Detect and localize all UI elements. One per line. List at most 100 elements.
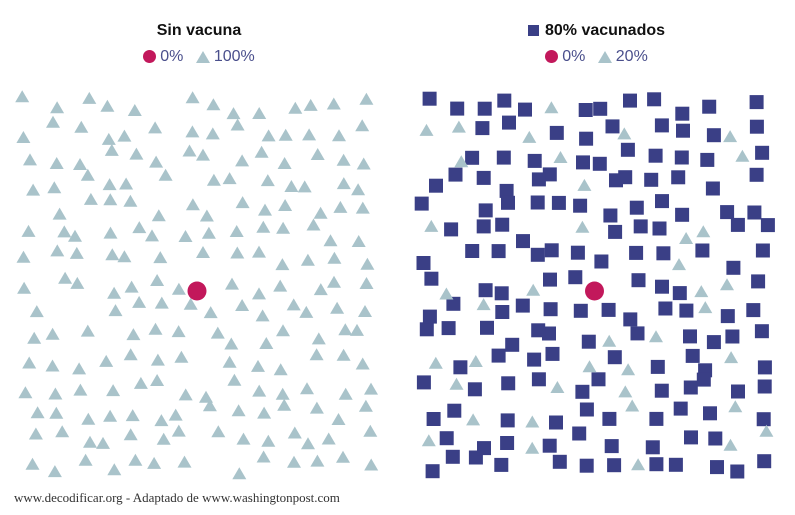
unprotected-person-triangle — [17, 281, 32, 294]
unprotected-person-triangle — [525, 415, 540, 428]
unprotected-person-triangle — [355, 357, 370, 370]
vaccinated-person-square — [453, 360, 468, 375]
unprotected-person-triangle — [256, 450, 271, 463]
unprotected-person-triangle — [206, 173, 221, 186]
vaccinated-person-square — [746, 303, 761, 318]
unprotected-person-triangle — [69, 246, 84, 259]
unprotected-person-triangle — [70, 276, 85, 289]
unprotected-person-triangle — [147, 456, 162, 469]
unprotected-person-triangle — [78, 453, 93, 466]
unprotected-person-triangle — [300, 253, 315, 266]
vaccinated-person-square — [542, 167, 557, 182]
unprotected-person-triangle — [618, 385, 633, 398]
unprotected-person-triangle — [16, 131, 31, 143]
vaccinated-person-square — [633, 219, 648, 234]
unprotected-person-triangle — [338, 387, 353, 400]
unprotected-person-triangle — [252, 245, 266, 258]
vaccinated-person-square — [710, 460, 724, 475]
vaccinated-person-square — [700, 152, 715, 167]
unprotected-person-triangle — [273, 363, 288, 376]
vaccinated-person-square — [747, 205, 762, 220]
unprotected-person-triangle — [185, 91, 200, 104]
unprotected-person-triangle — [544, 101, 559, 114]
vaccinated-person-square — [497, 93, 512, 108]
unprotected-person-triangle — [49, 406, 64, 419]
unprotected-person-triangle — [47, 465, 62, 478]
unprotected-person-triangle — [29, 305, 44, 318]
unprotected-person-triangle — [171, 424, 186, 437]
unprotected-person-triangle — [759, 424, 774, 437]
vaccinated-person-square — [422, 309, 437, 324]
vaccinated-person-square — [695, 243, 710, 258]
chart-no-vaccine: Sin vacuna 0% 100% — [0, 0, 398, 490]
unprotected-person-triangle — [148, 121, 163, 134]
unprotected-person-triangle — [174, 350, 189, 363]
vaccinated-person-square — [708, 431, 723, 446]
unprotected-person-triangle — [183, 297, 198, 310]
vaccinated-person-square — [465, 244, 480, 258]
unprotected-person-triangle — [206, 98, 221, 111]
vaccinated-person-square — [593, 101, 608, 116]
unprotected-person-triangle — [229, 225, 244, 237]
unprotected-person-triangle — [363, 424, 378, 437]
vaccinated-person-square — [608, 224, 623, 239]
vaccinated-person-square — [696, 372, 711, 387]
unprotected-person-triangle — [522, 130, 537, 143]
unprotected-person-triangle — [286, 298, 301, 311]
unprotected-person-triangle — [332, 129, 346, 142]
unprotected-person-triangle — [454, 155, 469, 168]
vaccinated-person-square — [549, 125, 564, 140]
vaccinated-person-square — [516, 234, 530, 249]
vaccinated-person-square — [419, 322, 434, 337]
unprotected-person-triangle — [231, 404, 246, 417]
unprotected-person-triangle — [158, 168, 173, 181]
unprotected-person-triangle — [156, 432, 171, 445]
vaccinated-person-square — [515, 298, 530, 313]
unprotected-person-triangle — [150, 374, 165, 386]
unprotected-person-triangle — [72, 362, 87, 375]
chart-title-text: 80% vacunados — [544, 22, 666, 39]
unprotected-person-triangle — [356, 157, 371, 170]
unprotected-person-triangle — [310, 148, 325, 160]
vaccinated-person-square — [705, 181, 720, 196]
unprotected-person-triangle — [225, 277, 239, 290]
vaccinated-person-square — [579, 131, 594, 146]
unprotected-person-triangle — [148, 322, 163, 335]
vaccinated-person-square — [581, 334, 596, 349]
unprotected-person-triangle — [355, 119, 370, 132]
unprotected-person-triangle — [327, 275, 341, 288]
vaccinated-person-square — [675, 106, 690, 121]
unprotected-person-triangle — [468, 355, 483, 367]
unprotected-person-triangle — [80, 168, 95, 181]
unprotected-person-triangle — [18, 386, 33, 399]
unprotected-person-triangle — [277, 398, 292, 411]
unprotected-person-triangle — [50, 244, 65, 257]
vaccinated-person-square — [494, 457, 509, 472]
unprotected-person-triangle — [182, 144, 197, 157]
legend-label: 0% — [562, 48, 586, 65]
unprotected-person-triangle — [126, 328, 141, 341]
unprotected-person-triangle — [154, 414, 169, 427]
unprotected-person-triangle — [257, 406, 272, 419]
unprotected-person-triangle — [252, 107, 267, 119]
vaccinated-person-square — [706, 128, 721, 143]
vaccinated-person-square — [495, 305, 510, 319]
unprotected-person-triangle — [224, 337, 239, 350]
vaccinated-person-square — [499, 183, 514, 198]
unprotected-person-triangle — [526, 283, 541, 296]
vaccinated-person-square — [631, 273, 646, 288]
unprotected-person-triangle — [232, 467, 247, 480]
vaccinated-person-square — [544, 243, 559, 258]
unprotected-person-triangle — [230, 118, 245, 131]
unprotected-person-triangle — [358, 399, 373, 412]
unprotected-person-triangle — [303, 98, 318, 111]
unprotected-person-triangle — [321, 432, 336, 445]
vaccinated-person-square — [671, 170, 686, 185]
vaccinated-person-square — [605, 119, 620, 134]
unprotected-person-triangle — [358, 305, 372, 317]
vaccinated-person-square — [706, 335, 721, 350]
unprotected-person-triangle — [123, 428, 138, 441]
vaccinated-person-square — [685, 348, 700, 363]
vaccinated-person-square — [542, 438, 557, 453]
unprotected-person-triangle — [288, 101, 303, 114]
